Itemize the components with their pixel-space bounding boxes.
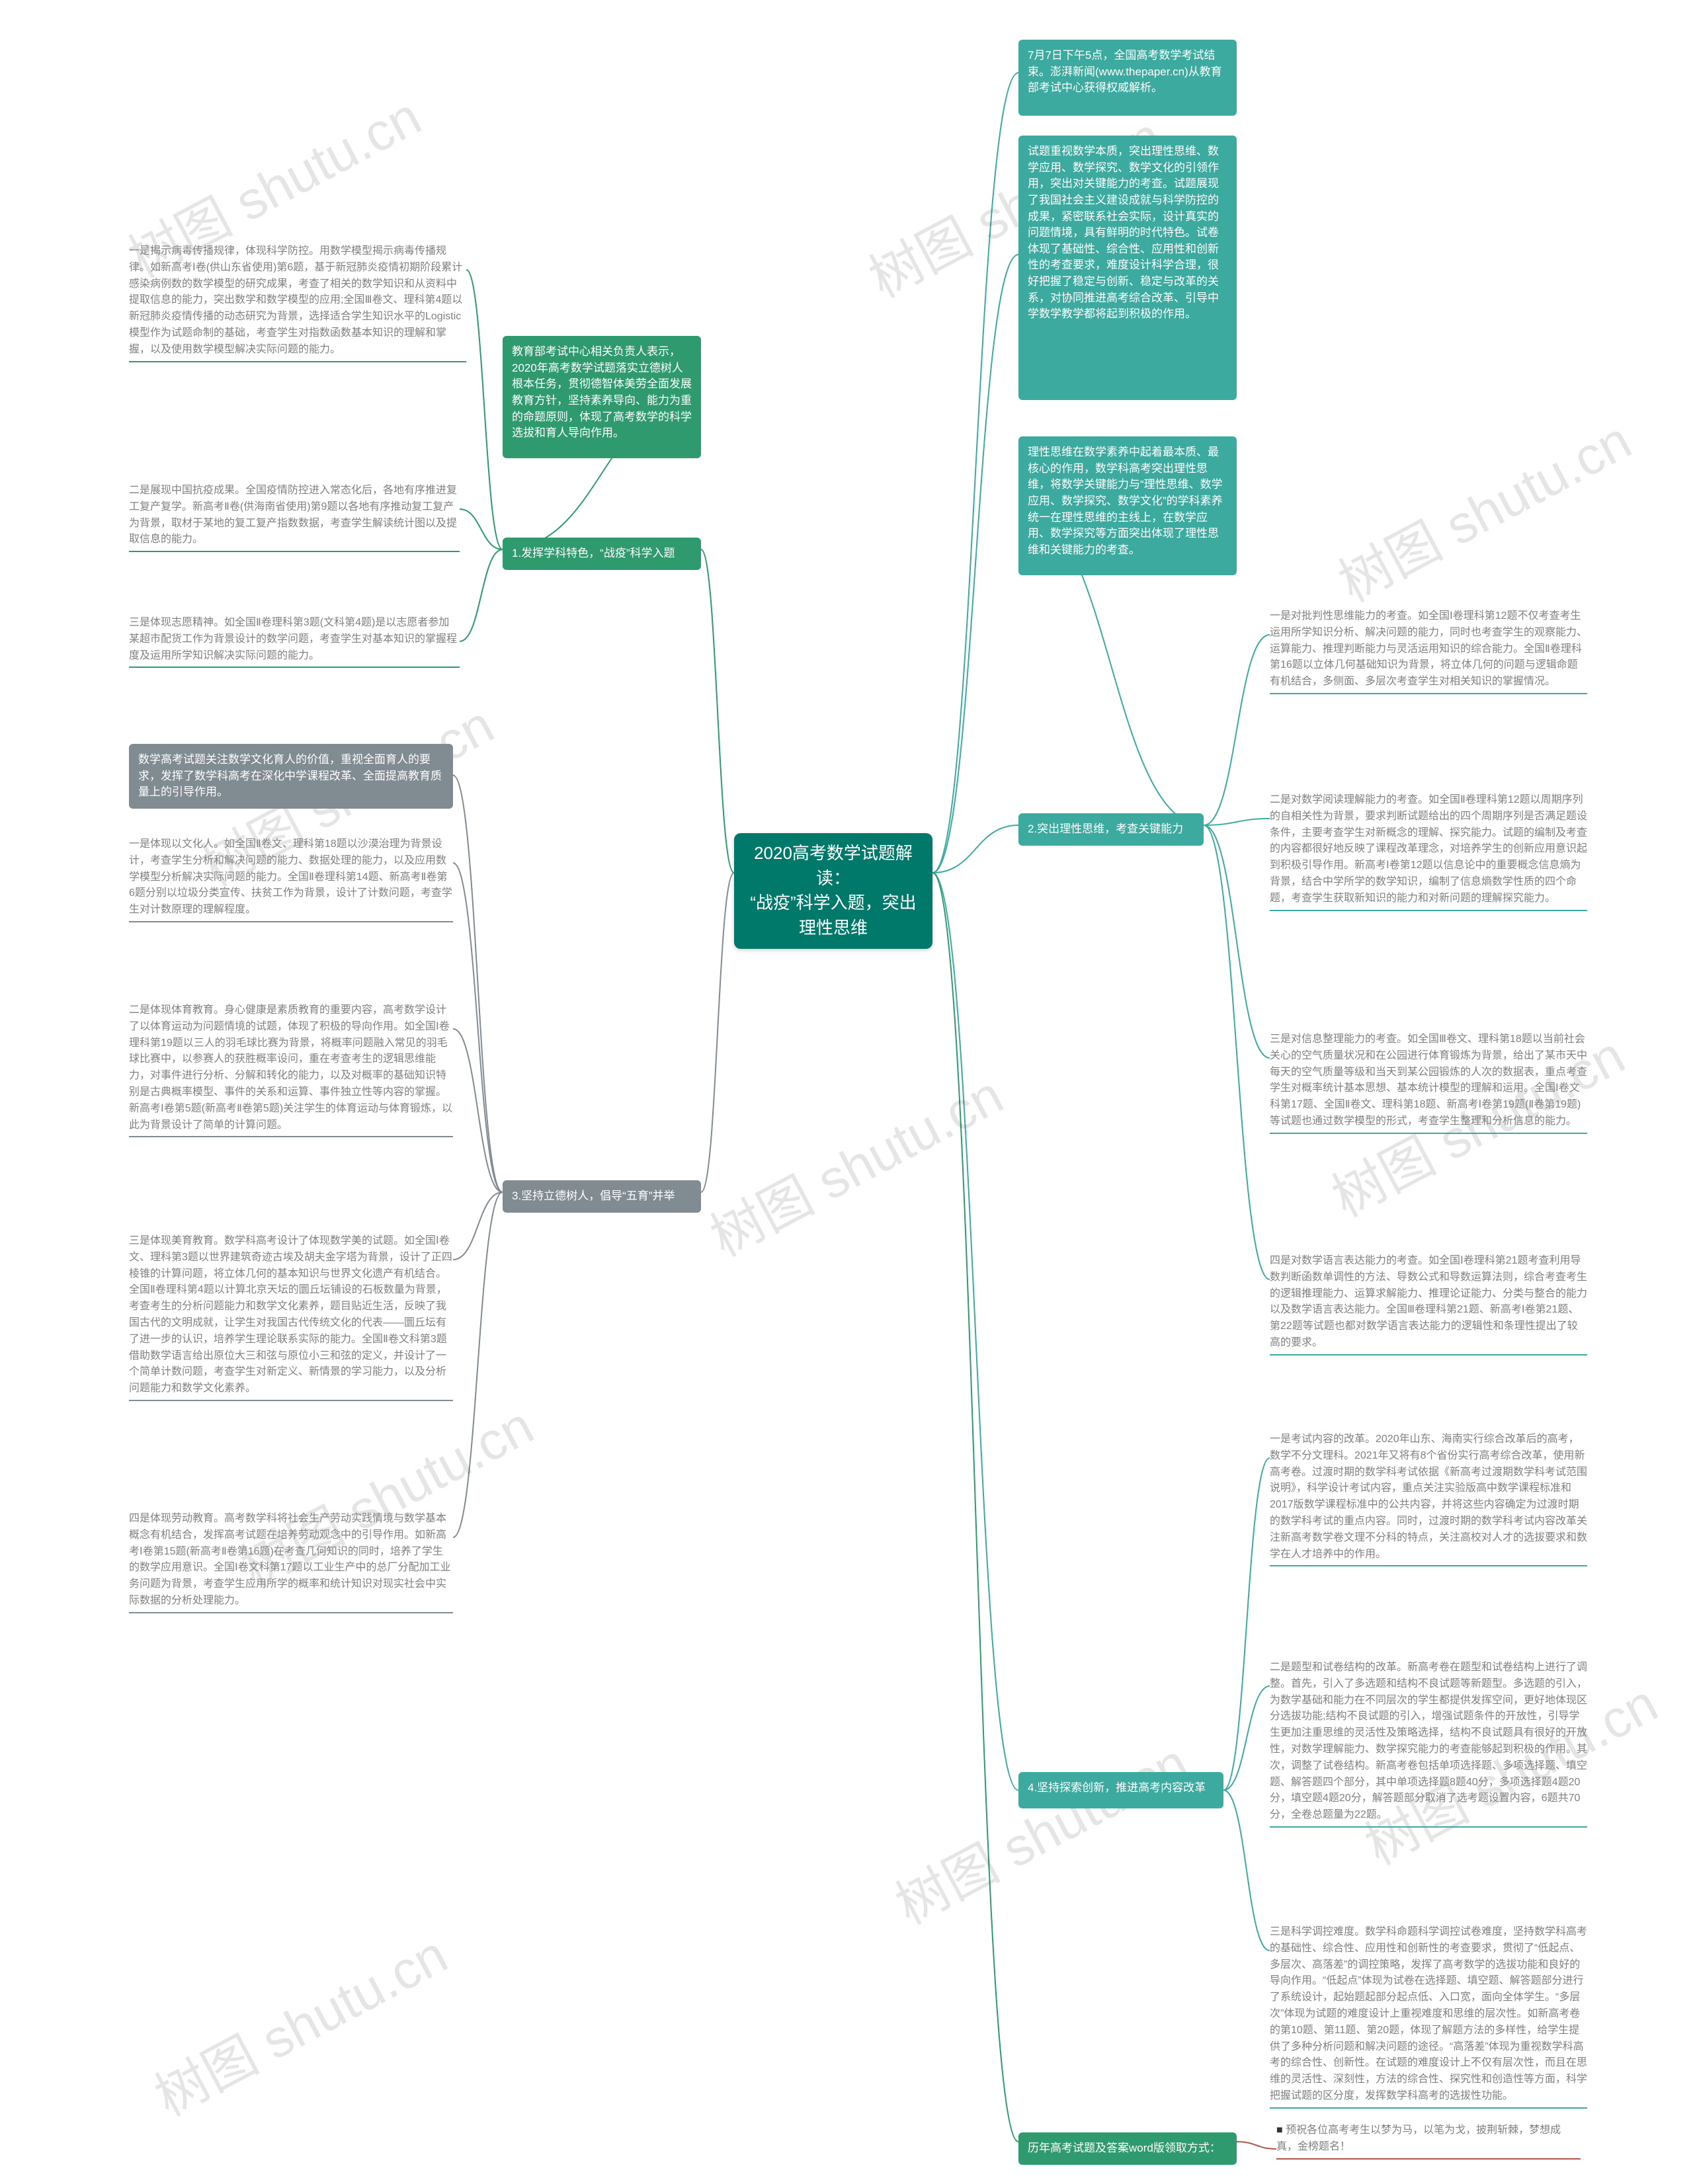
leaf-3-2: 三是科学调控难度。数学科命题科学调控试卷难度，坚持数学科高考的基础性、综合性、应… xyxy=(1270,1924,1587,2109)
leaf-1-2: 三是对信息整理能力的考查。如全国Ⅲ卷文、理科第18题以当前社会关心的空气质量状况… xyxy=(1270,1031,1587,1134)
leaf-1-3: 四是对数学语言表达能力的考查。如全国Ⅰ卷理科第21题考查利用导数判断函数单调性的… xyxy=(1270,1253,1587,1355)
leaf-2-2: 三是体现美育教育。数学科高考设计了体现数学美的试题。如全国Ⅰ卷文、理科第3题以世… xyxy=(129,1233,453,1401)
branch-intro-1: 理性思维在数学素养中起着最本质、最核心的作用，数学科高考突出理性思维，将数学关键… xyxy=(1018,436,1237,575)
leaf-2-0: 一是体现以文化人。如全国Ⅱ卷文、理科第18题以沙漠治理为背景设计，考查学生分析和… xyxy=(129,836,453,922)
branch-label-1: 2.突出理性思维，考查关键能力 xyxy=(1018,813,1204,846)
intro-box-1: 试题重视数学本质，突出理性思维、数学应用、数学探究、数学文化的引领作用，突出对关… xyxy=(1018,136,1237,400)
central-topic: 2020高考数学试题解读： “战疫”科学入题，突出 理性思维 xyxy=(734,833,932,949)
intro-box-0: 7月7日下午5点，全国高考数学考试结束。澎湃新闻(www.thepaper.cn… xyxy=(1018,40,1237,116)
branch-label-0: 1.发挥学科特色，“战疫”科学入题 xyxy=(503,538,701,570)
leaf-2-3: 四是体现劳动教育。高考数学科将社会生产劳动实践情境与数学基本概念有机结合，发挥高… xyxy=(129,1511,453,1613)
leaf-3-1: 二是题型和试卷结构的改革。新高考卷在题型和试卷结构上进行了调整。首先，引入了多选… xyxy=(1270,1660,1587,1828)
leaf-0-0: 一是揭示病毒传播规律，体现科学防控。用数学模型揭示病毒传播规律。如新高考Ⅰ卷(供… xyxy=(129,243,466,362)
leaf-0-2: 三是体现志愿精神。如全国Ⅱ卷理科第3题(文科第4题)是以志愿者参加某超市配货工作… xyxy=(129,615,460,668)
watermark: 树图 shutu.cn xyxy=(140,1913,458,2131)
branch-label-3: 4.坚持探索创新，推进高考内容改革 xyxy=(1018,1772,1223,1808)
leaf-1-0: 一是对批判性思维能力的考查。如全国Ⅰ卷理科第12题不仅考查考生运用所学知识分析、… xyxy=(1270,608,1587,694)
leaf-1-1: 二是对数学阅读理解能力的考查。如全国Ⅱ卷理科第12题以周期序列的自相关性为背景，… xyxy=(1270,792,1587,911)
branch-label-4: 历年高考试题及答案word版领取方式： xyxy=(1018,2132,1237,2165)
leaf-3-0: 一是考试内容的改革。2020年山东、海南实行综合改革后的高考，数学不分文理科。2… xyxy=(1270,1432,1587,1566)
leaf-2-1: 二是体现体育教育。身心健康是素质教育的重要内容，高考数学设计了以体育运动为问题情… xyxy=(129,1002,453,1137)
branch-label-2: 3.坚持立德树人，倡导“五育”并举 xyxy=(503,1180,701,1213)
branch-intro-2: 数学高考试题关注数学文化育人的价值，重视全面育人的要求，发挥了数学科高考在深化中… xyxy=(129,744,453,809)
watermark: 树图 shutu.cn xyxy=(1323,399,1642,617)
watermark: 树图 shutu.cn xyxy=(695,1053,1014,1272)
leaf-0-1: 二是展现中国抗疫成果。全国疫情防控进入常态化后，各地有序推进复工复产复学。新高考… xyxy=(129,483,460,552)
branch-intro-0: 教育部考试中心相关负责人表示，2020年高考数学试题落实立德树人根本任务，贯彻德… xyxy=(503,336,701,458)
leaf-4-0: ■ 预祝各位高考考生以梦为马，以笔为戈，披荆斩棘，梦想成真，金榜题名！ xyxy=(1276,2123,1581,2160)
watermark: 树图 shutu.cn xyxy=(880,1721,1199,1939)
